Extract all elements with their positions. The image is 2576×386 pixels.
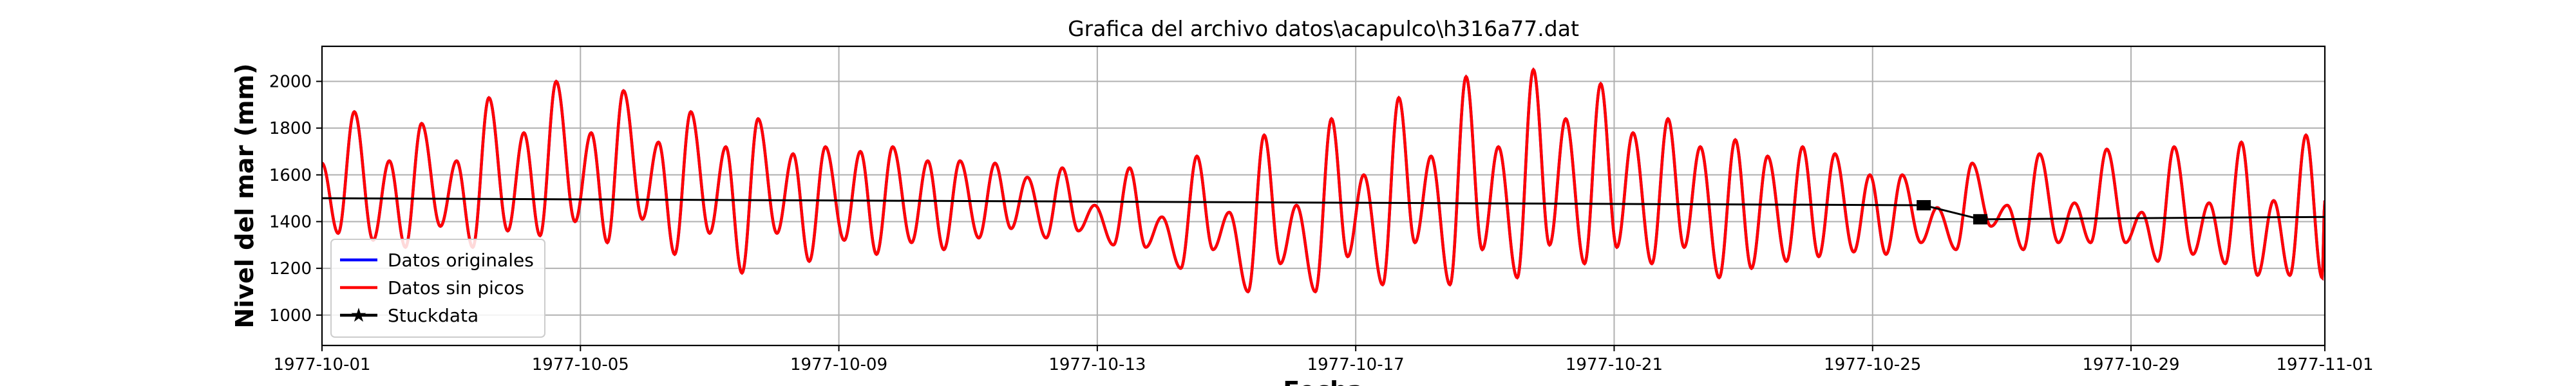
y-tick-label: 2000: [269, 72, 312, 91]
x-tick-label: 1977-10-05: [532, 355, 629, 374]
x-tick-label: 1977-11-01: [2276, 355, 2373, 374]
legend-star-marker: ★: [350, 304, 368, 327]
series-stuckdata: [322, 197, 2325, 221]
stuckdata-marker: [1917, 200, 1931, 211]
series-datos-sin-picos: [322, 67, 2325, 294]
y-tick-label: 1800: [269, 119, 312, 138]
x-tick-label: 1977-10-13: [1048, 355, 1146, 374]
plot-area-frame: [321, 45, 2326, 347]
x-tick-label: 1977-10-17: [1307, 355, 1405, 374]
x-axis-title: Fecha: [1283, 376, 1363, 386]
y-tick-label: 1000: [269, 306, 312, 326]
x-tick-label: 1977-10-29: [2082, 355, 2179, 374]
x-tick-label: 1977-10-09: [790, 355, 887, 374]
y-tick-label: 1400: [269, 212, 312, 232]
legend-box: [330, 239, 545, 338]
y-axis-title: Nivel del mar (mm): [231, 64, 259, 329]
legend-label: Stuckdata: [388, 305, 478, 326]
y-tick-label: 1600: [269, 166, 312, 185]
axis-ticks: 1977-10-01 1977-10-05 1977-10-09 1977-10-13…: [269, 72, 2374, 374]
legend-label: Datos originales: [388, 250, 534, 271]
y-tick-label: 1200: [269, 259, 312, 279]
x-tick-label: 1977-10-21: [1566, 355, 1663, 374]
legend-label: Datos sin picos: [388, 277, 524, 299]
x-tick-label: 1977-10-25: [1824, 355, 1921, 374]
x-tick-label: 1977-10-01: [273, 355, 370, 374]
legend: Datos originales Datos sin picos ★ Stuckdat…: [330, 239, 545, 338]
chart-title: Grafica del archivo datos\acapulco\h316a…: [1068, 16, 1579, 41]
data-series: [322, 67, 2325, 294]
stuckdata-marker: [1973, 214, 1987, 225]
